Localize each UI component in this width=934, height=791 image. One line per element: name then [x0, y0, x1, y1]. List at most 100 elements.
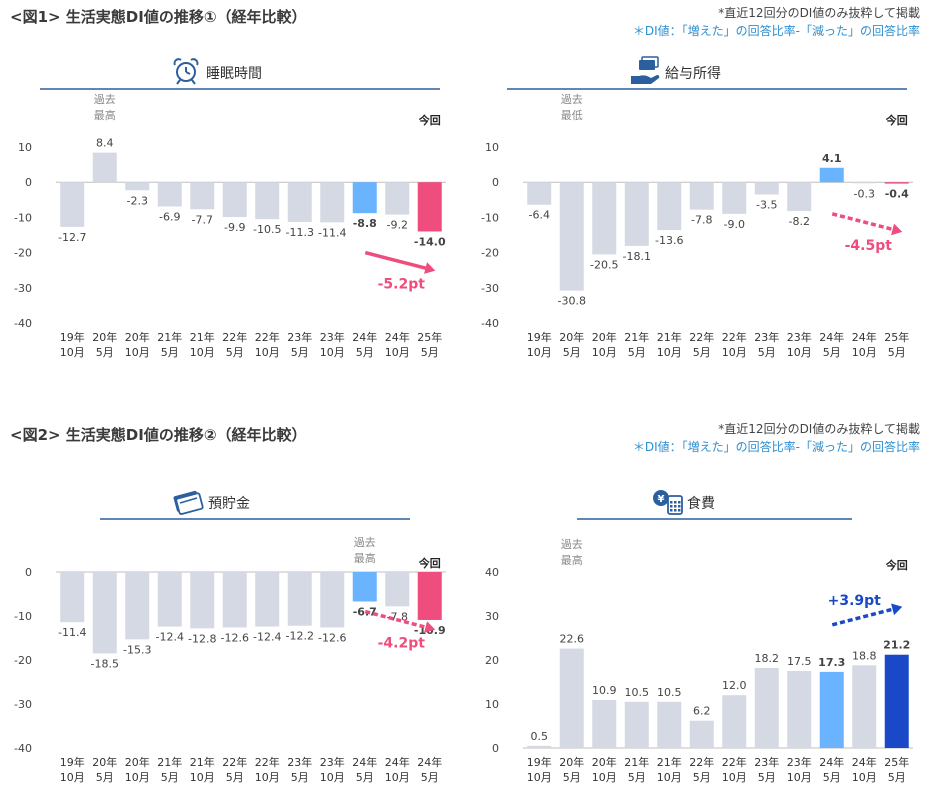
bar — [287, 572, 312, 626]
chart-title: 睡眠時間 — [206, 66, 262, 82]
x-tick-label: 10月 — [320, 771, 345, 784]
data-label: -8.2 — [789, 215, 810, 228]
bar — [320, 182, 345, 223]
figure1-note-excerpt: *直近12回分のDI値のみ抜粋して掲載 — [718, 6, 920, 20]
x-tick-label: 5月 — [356, 771, 374, 784]
data-label: -7.7 — [192, 213, 213, 226]
bar — [754, 182, 779, 195]
data-label: -14.0 — [414, 235, 446, 248]
bar — [819, 671, 844, 748]
x-tick-label: 21年 — [157, 330, 182, 344]
y-tick-label: -10 — [14, 610, 32, 623]
y-tick-label: 10 — [18, 141, 32, 154]
bar — [559, 182, 584, 291]
bar — [320, 572, 345, 628]
change-arrow-head — [891, 223, 903, 236]
data-label: -12.6 — [318, 631, 346, 644]
bar — [157, 572, 182, 627]
bar — [527, 182, 552, 205]
bar — [417, 182, 442, 232]
y-tick-label: -40 — [14, 317, 32, 330]
x-tick-label: 10月 — [657, 346, 682, 359]
bar — [60, 572, 85, 623]
y-tick-label: -30 — [14, 698, 32, 711]
bar — [657, 701, 682, 748]
data-label: 0.5 — [531, 730, 549, 743]
x-tick-label: 21年 — [624, 330, 649, 344]
bar — [819, 167, 844, 183]
data-label: 17.3 — [818, 656, 845, 669]
calculator-key — [678, 501, 681, 504]
bar — [754, 667, 779, 748]
data-label: -30.8 — [558, 295, 586, 308]
x-tick-label: 10月 — [190, 771, 215, 784]
data-label: -12.4 — [253, 631, 281, 644]
figure1-note-definition: ＊DI値：「増えた」の回答比率-「減った」の回答比率 — [632, 24, 920, 38]
change-arrow — [831, 212, 903, 236]
x-tick-label: 24年 — [352, 755, 377, 769]
data-label: 18.2 — [755, 652, 780, 665]
change-label: -5.2pt — [378, 277, 426, 293]
data-label: 22.6 — [560, 633, 585, 646]
x-tick-label: 23年 — [320, 755, 345, 769]
chart-header: 給与所得 — [507, 56, 907, 90]
change-label: +3.9pt — [828, 593, 882, 609]
calculator-key — [674, 501, 677, 504]
x-tick-label: 10月 — [787, 346, 812, 359]
bar — [385, 572, 410, 607]
bar — [722, 695, 747, 748]
figure2-title: <図2> 生活実態DI値の推移②（経年比較） — [10, 426, 307, 444]
chart-header: ¥ 食費 — [577, 490, 852, 520]
calculator-key — [674, 505, 677, 508]
y-tick-label: 0 — [25, 566, 32, 579]
x-tick-label: 19年 — [527, 330, 552, 344]
y-tick-label: -30 — [14, 282, 32, 295]
x-tick-label: 5月 — [226, 346, 244, 359]
x-tick-label: 10月 — [527, 771, 552, 784]
data-label: -10.5 — [253, 223, 281, 236]
data-label: 21.2 — [883, 639, 910, 652]
change-arrow-head — [424, 262, 436, 274]
extreme-label: 過去 — [94, 93, 116, 106]
x-tick-label: 23年 — [754, 330, 779, 344]
change-arrow — [364, 250, 436, 274]
current-label: 今回 — [418, 556, 441, 570]
data-label: 17.5 — [787, 655, 812, 668]
figure1-notes: *直近12回分のDI値のみ抜粋して掲載 ＊DI値：「増えた」の回答比率-「減った… — [633, 4, 920, 40]
bar — [689, 182, 714, 210]
y-tick-label: -30 — [481, 282, 499, 295]
extreme-label: 最低 — [561, 109, 583, 122]
yen-coin — [653, 490, 669, 506]
calculator-key — [674, 509, 677, 512]
x-tick-label: 5月 — [693, 771, 711, 784]
change-arrow-shaft — [831, 606, 897, 627]
y-tick-label: -20 — [14, 654, 32, 667]
data-label: -6.4 — [529, 209, 550, 222]
y-tick-label: -20 — [481, 247, 499, 260]
alarm-clock-leg-right — [191, 79, 196, 85]
bar — [60, 182, 85, 227]
alarm-clock-leg-left — [176, 79, 181, 85]
x-tick-label: 19年 — [60, 755, 85, 769]
calculator-key — [670, 509, 673, 512]
bar — [722, 182, 747, 214]
x-tick-label: 10月 — [255, 346, 280, 359]
bar — [624, 182, 649, 246]
data-label: -20.5 — [590, 258, 618, 271]
x-tick-label: 25年 — [417, 330, 442, 344]
data-label: -12.4 — [156, 631, 184, 644]
x-tick-label: 5月 — [161, 771, 179, 784]
bar — [125, 572, 150, 640]
x-tick-label: 23年 — [787, 330, 812, 344]
y-tick-label: 30 — [485, 610, 499, 623]
x-tick-label: 10月 — [190, 346, 215, 359]
bar — [852, 665, 877, 748]
x-tick-label: 5月 — [161, 346, 179, 359]
x-tick-label: 22年 — [689, 755, 714, 769]
data-label: 6.2 — [693, 705, 711, 718]
y-tick-label: 0 — [492, 176, 499, 189]
data-label: -0.4 — [885, 188, 909, 201]
data-label: -7.8 — [691, 214, 712, 227]
x-tick-label: 10月 — [592, 771, 617, 784]
x-tick-label: 24年 — [852, 755, 877, 769]
